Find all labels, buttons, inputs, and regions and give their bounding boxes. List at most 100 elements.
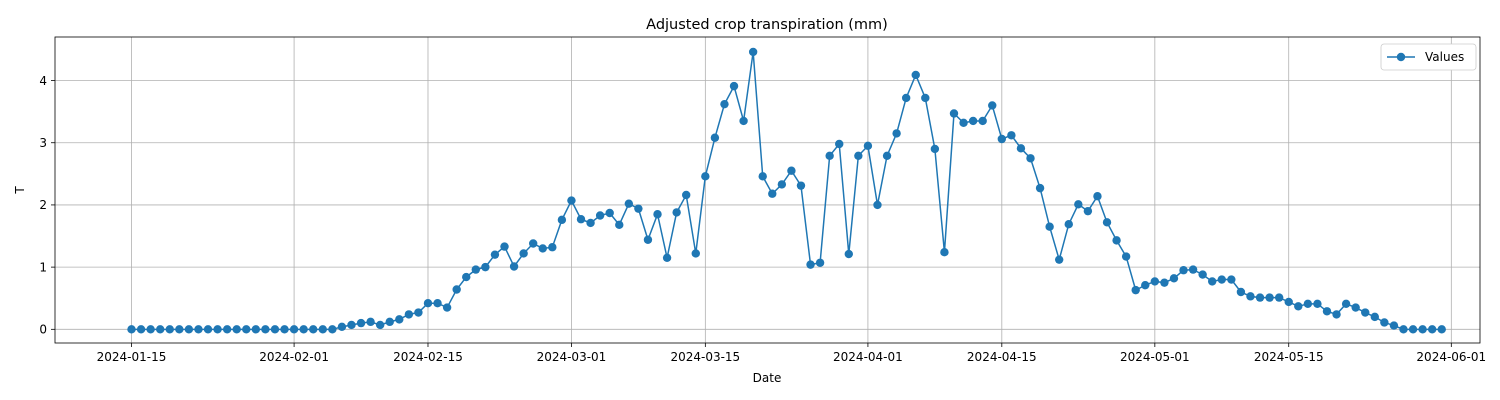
- data-point: [328, 325, 337, 334]
- data-point: [1007, 131, 1016, 140]
- x-tick-label: 2024-04-15: [967, 350, 1037, 364]
- data-point: [873, 200, 882, 210]
- data-point: [567, 196, 576, 205]
- data-point: [1035, 183, 1045, 193]
- data-point: [634, 204, 643, 213]
- data-point: [203, 325, 213, 334]
- y-axis: 0 1 2 3 4: [39, 74, 55, 337]
- data-point: [1112, 236, 1121, 245]
- data-point: [165, 325, 174, 334]
- data-point: [414, 308, 423, 317]
- data-point: [806, 260, 815, 269]
- data-point: [347, 320, 356, 330]
- data-point: [452, 285, 461, 294]
- data-point: [997, 134, 1007, 144]
- data-point: [1141, 280, 1150, 290]
- data-point: [557, 215, 567, 225]
- data-point: [280, 325, 289, 334]
- data-point: [1284, 297, 1293, 307]
- legend-box: [1380, 43, 1477, 71]
- data-point: [739, 116, 748, 126]
- chart-title: Adjusted crop transpiration (mm): [646, 17, 888, 33]
- data-point: [462, 272, 471, 282]
- data-point: [222, 325, 232, 334]
- data-point: [175, 325, 184, 334]
- x-tick-label: 2024-03-01: [537, 350, 607, 364]
- data-point: [653, 210, 662, 219]
- data-point: [1074, 200, 1083, 209]
- data-point: [615, 220, 624, 230]
- data-point: [375, 320, 385, 330]
- data-point: [1169, 274, 1179, 283]
- data-point: [1351, 303, 1360, 312]
- data-point: [156, 325, 165, 334]
- x-axis-label: Date: [753, 371, 782, 385]
- x-tick-label: 2024-04-01: [833, 350, 903, 364]
- data-point: [940, 248, 949, 257]
- data-point: [1016, 144, 1026, 153]
- data-point: [835, 139, 844, 149]
- data-point: [586, 218, 595, 228]
- data-point: [1265, 293, 1274, 302]
- data-point: [404, 310, 414, 319]
- data-point: [854, 151, 863, 160]
- data-point: [595, 211, 605, 220]
- data-point: [815, 258, 825, 267]
- data-point: [1408, 325, 1418, 334]
- x-tick-label: 2024-03-15: [670, 350, 740, 364]
- data-point: [729, 81, 739, 91]
- x-tick-label: 2024-05-01: [1120, 350, 1190, 364]
- data-point: [1150, 277, 1160, 286]
- data-point: [251, 325, 261, 334]
- x-tick-label: 2024-06-01: [1416, 350, 1486, 364]
- data-point: [825, 151, 834, 160]
- data-point: [777, 180, 787, 189]
- x-tick-label: 2024-05-15: [1254, 350, 1324, 364]
- y-tick-label: 2: [39, 198, 47, 212]
- data-point: [442, 303, 452, 312]
- data-point: [1399, 325, 1408, 334]
- data-point: [1054, 255, 1064, 264]
- data-point: [978, 116, 987, 126]
- data-point: [949, 109, 959, 118]
- data-point: [1093, 192, 1102, 201]
- x-tick-label: 2024-01-15: [97, 350, 167, 364]
- data-point: [528, 239, 538, 248]
- data-point: [1322, 307, 1332, 316]
- data-point: [1131, 285, 1140, 295]
- data-point: [882, 151, 892, 160]
- data-point: [136, 325, 146, 334]
- data-point: [892, 129, 901, 138]
- data-point: [1045, 222, 1054, 231]
- data-point: [490, 250, 500, 259]
- data-point: [1217, 275, 1226, 284]
- data-point: [433, 299, 442, 308]
- y-tick-label: 3: [39, 136, 47, 150]
- data-point: [796, 181, 806, 190]
- data-point: [261, 325, 270, 334]
- data-point: [1255, 293, 1265, 302]
- data-point: [509, 262, 519, 271]
- data-point: [1418, 325, 1427, 334]
- data-point: [1313, 299, 1322, 309]
- data-point: [1380, 318, 1389, 327]
- data-point: [1361, 308, 1370, 317]
- data-point: [1332, 310, 1341, 319]
- data-point: [1026, 154, 1035, 163]
- data-point: [1102, 218, 1112, 227]
- data-point: [643, 235, 653, 244]
- data-point: [901, 93, 911, 103]
- data-point: [385, 317, 394, 327]
- data-point: [548, 243, 557, 252]
- data-point: [748, 47, 758, 57]
- data-point: [911, 70, 920, 80]
- data-point: [242, 325, 251, 334]
- data-point: [710, 133, 720, 142]
- data-point: [270, 325, 280, 334]
- data-point: [672, 208, 681, 217]
- data-point: [720, 99, 729, 109]
- data-point: [1121, 252, 1131, 261]
- data-point: [481, 262, 490, 272]
